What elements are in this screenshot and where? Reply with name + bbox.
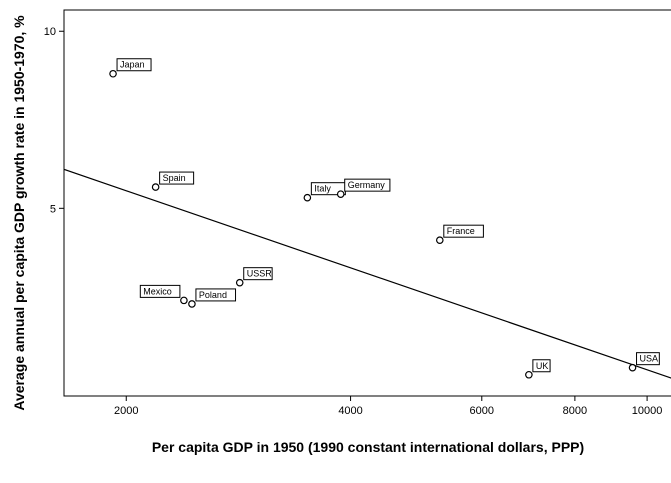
data-point	[109, 69, 117, 78]
point-label-box	[243, 267, 273, 281]
y-tick-label: 10	[44, 26, 56, 38]
data-point	[628, 363, 637, 372]
point-label-box	[636, 352, 660, 366]
x-tick-label: 4000	[338, 405, 362, 417]
point-label-box	[344, 178, 391, 192]
point-label: UK	[536, 361, 549, 371]
point-label: Japan	[120, 60, 145, 70]
data-point	[188, 300, 196, 308]
x-axis-title: Per capita GDP in 1950 (1990 constant in…	[152, 439, 584, 455]
point-label: Poland	[199, 290, 227, 300]
data-point	[303, 193, 312, 202]
point-label-box	[159, 171, 195, 185]
point-label-box	[443, 224, 484, 238]
chart-marks: 2000 4000 6000 8000 10000 5 10 Japan Spain Italy G…	[44, 26, 671, 417]
data-point	[235, 278, 244, 287]
point-label: USSR	[247, 269, 273, 279]
point-label: Mexico	[143, 286, 172, 296]
fit-line	[64, 168, 671, 379]
point-label-box	[195, 288, 237, 302]
data-point	[436, 236, 444, 244]
y-tick-label: 5	[50, 203, 56, 215]
data-point	[180, 296, 188, 305]
data-point	[525, 370, 533, 379]
point-label: France	[447, 226, 475, 236]
point-label: Germany	[348, 180, 386, 190]
point-label-box	[532, 359, 551, 373]
data-point	[151, 183, 160, 191]
x-tick-label: 8000	[563, 405, 587, 417]
x-tick-label: 6000	[470, 405, 494, 417]
data-point	[336, 190, 345, 198]
plot-frame	[63, 9, 671, 397]
x-tick-label: 2000	[114, 405, 138, 417]
point-label-box	[116, 58, 152, 72]
point-label: Italy	[314, 184, 331, 194]
point-label: Spain	[163, 173, 186, 183]
point-label-box	[139, 284, 181, 298]
y-axis-title: Average annual per capita GDP growth rat…	[11, 15, 27, 411]
x-tick-label: 10000	[632, 405, 663, 417]
point-label: USA	[640, 354, 659, 364]
